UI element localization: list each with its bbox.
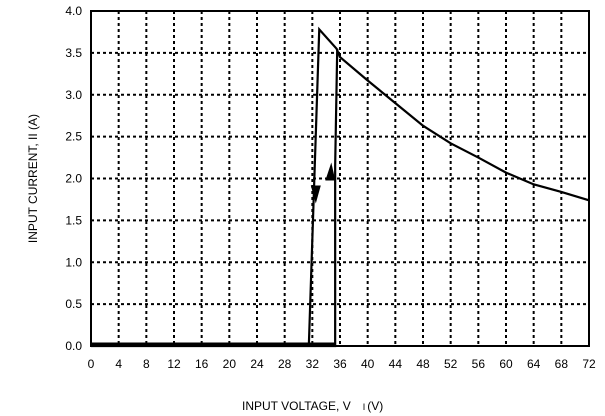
x-tick-label: 48 — [416, 357, 430, 371]
x-tick-label: 16 — [195, 357, 209, 371]
x-tick-label: 4 — [115, 357, 122, 371]
x-axis-label-unit: (V) — [367, 399, 383, 413]
y-tick-labels: 0.0 0.5 1.0 1.5 2.0 2.5 3.0 3.5 4.0 — [65, 4, 82, 353]
x-tick-label: 0 — [88, 357, 95, 371]
y-axis-label: INPUT CURRENT, II (A) — [26, 114, 40, 243]
x-tick-label: 36 — [333, 357, 347, 371]
y-tick-label: 0.0 — [65, 339, 82, 353]
x-tick-label: 12 — [167, 357, 181, 371]
x-tick-label: 64 — [527, 357, 541, 371]
grid — [91, 11, 589, 346]
series-line — [91, 26, 590, 346]
y-tick-label: 1.5 — [65, 213, 82, 227]
y-tick-label: 0.5 — [65, 297, 82, 311]
x-tick-label: 28 — [278, 357, 292, 371]
y-tick-label: 4.0 — [65, 4, 82, 18]
x-tick-label: 52 — [444, 357, 458, 371]
x-tick-label: 20 — [223, 357, 237, 371]
x-axis-label: INPUT VOLTAGE, V I (V) — [242, 399, 383, 413]
y-tick-label: 2.5 — [65, 130, 82, 144]
x-axis-label-subscript: I — [363, 402, 366, 412]
x-axis-label-main: INPUT VOLTAGE, V — [242, 399, 351, 413]
x-tick-label: 72 — [582, 357, 596, 371]
x-tick-label: 56 — [472, 357, 486, 371]
y-tick-label: 3.0 — [65, 88, 82, 102]
x-tick-label: 24 — [250, 357, 264, 371]
plot-frame — [90, 10, 590, 347]
series-line — [91, 48, 339, 348]
x-tick-label: 32 — [306, 357, 320, 371]
arrow-down-icon — [310, 185, 321, 204]
arrow-markers — [310, 162, 336, 204]
x-tick-label: 60 — [499, 357, 513, 371]
y-tick-label: 1.0 — [65, 255, 82, 269]
arrow-up-icon — [325, 162, 336, 181]
x-tick-label: 40 — [361, 357, 375, 371]
x-tick-label: 44 — [389, 357, 403, 371]
x-tick-label: 68 — [555, 357, 569, 371]
x-tick-labels: 0 4 8 12 16 20 24 28 32 36 40 44 48 52 56 60 64 68 72 — [88, 357, 596, 371]
y-tick-label: 2.0 — [65, 172, 82, 186]
y-tick-label: 3.5 — [65, 46, 82, 60]
x-tick-label: 8 — [143, 357, 150, 371]
